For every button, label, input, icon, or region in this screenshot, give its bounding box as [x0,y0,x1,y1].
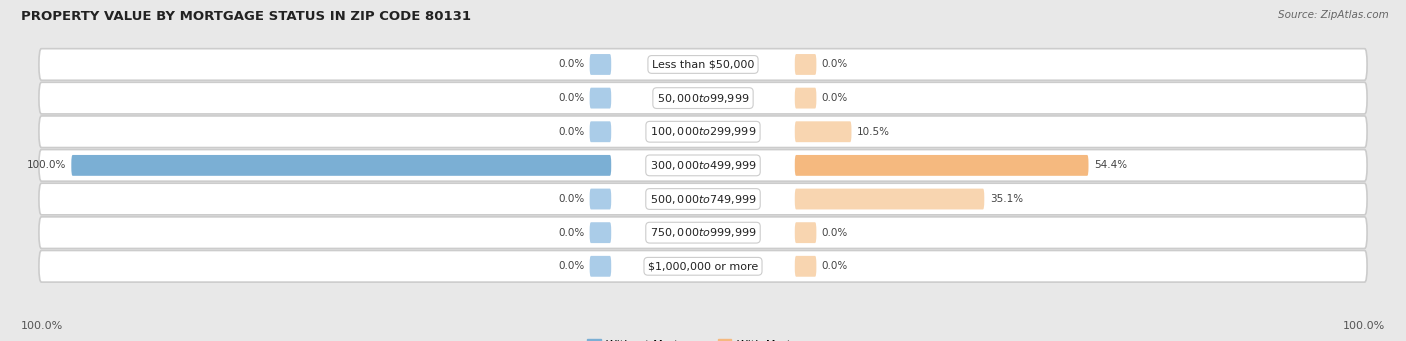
FancyBboxPatch shape [39,150,1367,181]
FancyBboxPatch shape [794,256,817,277]
FancyBboxPatch shape [39,183,1367,215]
FancyBboxPatch shape [589,189,612,209]
FancyBboxPatch shape [589,121,612,142]
Text: $300,000 to $499,999: $300,000 to $499,999 [650,159,756,172]
Text: $1,000,000 or more: $1,000,000 or more [648,261,758,271]
Text: 100.0%: 100.0% [27,160,66,170]
FancyBboxPatch shape [39,217,1367,249]
Text: 54.4%: 54.4% [1094,160,1128,170]
Text: 100.0%: 100.0% [21,321,63,331]
Text: 0.0%: 0.0% [821,93,848,103]
Text: 0.0%: 0.0% [558,261,585,271]
FancyBboxPatch shape [589,256,612,277]
Text: $50,000 to $99,999: $50,000 to $99,999 [657,92,749,105]
Text: Source: ZipAtlas.com: Source: ZipAtlas.com [1278,10,1389,20]
FancyBboxPatch shape [794,121,852,142]
FancyBboxPatch shape [794,54,817,75]
Text: 0.0%: 0.0% [558,127,585,137]
Text: 0.0%: 0.0% [821,261,848,271]
FancyBboxPatch shape [794,155,1088,176]
FancyBboxPatch shape [794,88,817,108]
Text: 0.0%: 0.0% [558,93,585,103]
FancyBboxPatch shape [72,155,612,176]
Text: 0.0%: 0.0% [821,59,848,70]
Text: 0.0%: 0.0% [558,59,585,70]
FancyBboxPatch shape [794,189,984,209]
Text: 100.0%: 100.0% [1343,321,1385,331]
Text: 0.0%: 0.0% [558,194,585,204]
FancyBboxPatch shape [589,54,612,75]
FancyBboxPatch shape [794,222,817,243]
Text: $500,000 to $749,999: $500,000 to $749,999 [650,193,756,206]
FancyBboxPatch shape [39,116,1367,148]
FancyBboxPatch shape [39,251,1367,282]
FancyBboxPatch shape [39,49,1367,80]
FancyBboxPatch shape [39,82,1367,114]
Text: 35.1%: 35.1% [990,194,1022,204]
FancyBboxPatch shape [589,88,612,108]
Legend: Without Mortgage, With Mortgage: Without Mortgage, With Mortgage [582,335,824,341]
Text: 0.0%: 0.0% [821,228,848,238]
Text: 0.0%: 0.0% [558,228,585,238]
FancyBboxPatch shape [589,222,612,243]
Text: Less than $50,000: Less than $50,000 [652,59,754,70]
Text: $100,000 to $299,999: $100,000 to $299,999 [650,125,756,138]
Text: 10.5%: 10.5% [856,127,890,137]
Text: PROPERTY VALUE BY MORTGAGE STATUS IN ZIP CODE 80131: PROPERTY VALUE BY MORTGAGE STATUS IN ZIP… [21,10,471,23]
Text: $750,000 to $999,999: $750,000 to $999,999 [650,226,756,239]
